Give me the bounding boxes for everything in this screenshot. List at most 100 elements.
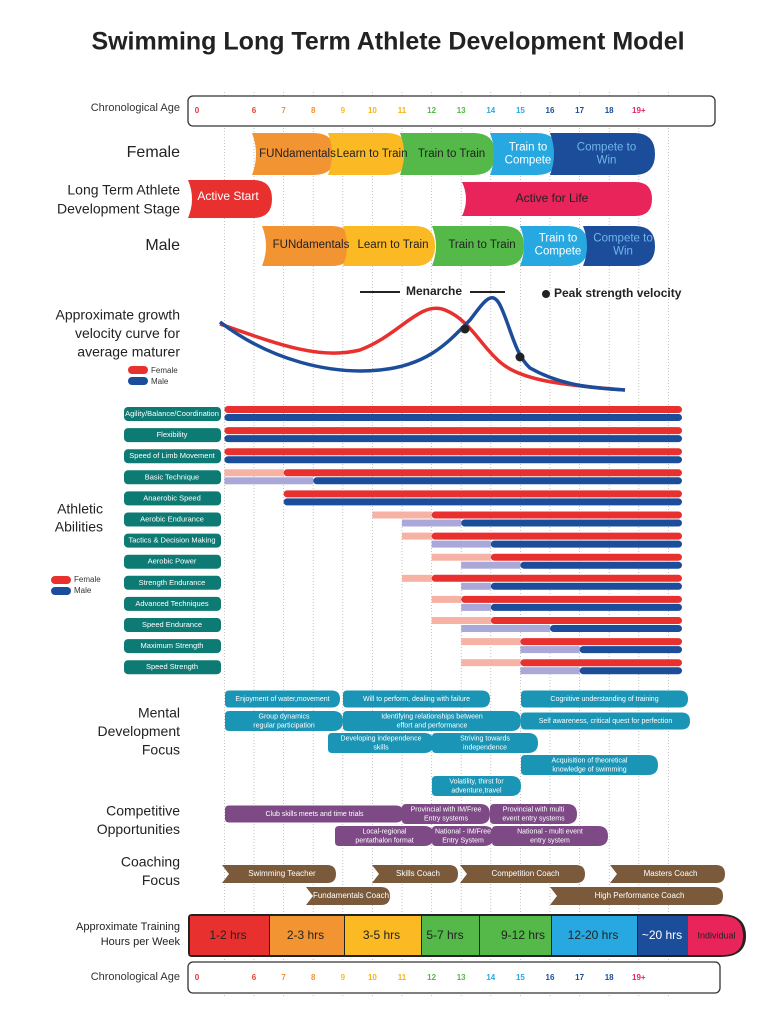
age: 11: [398, 973, 407, 982]
hours-segment: [688, 916, 743, 955]
stage-tag: [188, 180, 272, 218]
ability-name: Basic Technique: [145, 472, 199, 481]
section-label: Abilities: [55, 519, 103, 535]
age-label: Chronological Age: [91, 102, 180, 114]
age: 8: [311, 973, 316, 982]
legend-label: Female: [151, 366, 178, 375]
stage-label: Compete to: [593, 233, 652, 245]
ability-pill: [124, 470, 221, 485]
focus-label: Striving towards: [460, 735, 510, 742]
ability-name: Anaerobic Speed: [143, 493, 201, 502]
age: 14: [486, 106, 495, 115]
legend-swatch: [128, 377, 148, 385]
section-label: Competitive: [106, 803, 180, 819]
hours-label: 2-3 hrs: [287, 928, 324, 942]
ability-bar-intro: [461, 582, 491, 590]
ability-pill: [124, 512, 221, 527]
ability-pill: [124, 618, 221, 632]
ability-name: Speed Strength: [146, 662, 198, 671]
ability-name: Aerobic Endurance: [140, 514, 204, 523]
legend-label: Male: [151, 377, 169, 386]
section-label: Opportunities: [97, 821, 180, 837]
ability-pill: [124, 533, 221, 548]
ability-bar: [550, 625, 682, 632]
ability-bar-intro: [520, 646, 580, 654]
focus-pill: [335, 826, 434, 846]
age: 6: [252, 106, 257, 115]
focus-label: Club skills meets and time trials: [265, 811, 364, 818]
focus-pill: [343, 711, 521, 731]
ability-bar: [490, 617, 682, 624]
stage-label: Learn to Train: [337, 148, 408, 160]
focus-pill: [432, 826, 494, 846]
focus-label: entry system: [530, 837, 570, 844]
section-label: Focus: [142, 742, 180, 758]
ability-bar-intro: [431, 540, 491, 548]
focus-pill: [225, 805, 404, 823]
section-label: Development Stage: [57, 201, 180, 217]
focus-label: Cognitive understanding of training: [550, 696, 658, 703]
coach-tag: [550, 887, 723, 905]
age: 9: [341, 973, 346, 982]
ability-bar: [461, 595, 682, 603]
age: 11: [398, 106, 407, 115]
focus-pill: [521, 690, 688, 708]
ability-bar: [490, 582, 682, 590]
peak-dot: [515, 352, 525, 362]
hours-label: Individual: [697, 930, 735, 940]
stage-label: Compete: [535, 246, 582, 258]
section-label: Long Term Athlete: [67, 182, 180, 198]
ability-name: Tactics & Decision Making: [128, 536, 215, 545]
stage-tag: [550, 133, 655, 175]
age: 17: [575, 106, 584, 115]
ability-pill: [124, 596, 221, 611]
ability-bar: [431, 532, 682, 540]
ability-bar-intro: [461, 603, 491, 611]
focus-label: National - multi event: [517, 828, 583, 835]
age: 16: [546, 973, 555, 982]
age: 12: [427, 106, 436, 115]
focus-label: Enjoyment of water,movement: [235, 696, 329, 703]
stage-tag: [462, 182, 652, 216]
hours-label: ~20 hrs: [642, 928, 682, 942]
ability-bar: [431, 574, 682, 582]
focus-pill: [225, 690, 340, 708]
age: 10: [368, 106, 377, 115]
focus-label: Self awareness, critical quest for perfe…: [539, 718, 673, 725]
hours-label: 9-12 hrs: [501, 928, 545, 942]
focus-pill: [432, 776, 521, 796]
ability-name: Aerobic Power: [148, 557, 197, 566]
coach-tag: [372, 865, 458, 883]
ability-pill: [124, 449, 221, 464]
section-label: Coaching: [121, 854, 180, 870]
age: 10: [368, 973, 377, 982]
focus-label: pentathalon format: [355, 837, 413, 844]
coach-tag: [610, 865, 725, 883]
focus-label: adventure,travel: [451, 787, 502, 794]
ability-bar: [224, 456, 682, 464]
ability-bar: [283, 498, 682, 506]
ability-bar-intro: [402, 532, 432, 540]
stage-tag: [343, 226, 435, 266]
ability-bar-intro: [461, 659, 521, 667]
age: 14: [486, 973, 495, 982]
focus-pill: [328, 733, 434, 753]
hours-segment: [552, 916, 637, 955]
hours-segment: [422, 916, 479, 955]
male-curve: [218, 296, 626, 392]
focus-pill: [521, 755, 658, 775]
focus-label: knowledge of swimming: [552, 766, 626, 773]
age: 8: [311, 106, 316, 115]
ability-bar: [224, 435, 682, 443]
ability-pill: [124, 428, 221, 443]
focus-pill: [343, 690, 490, 708]
focus-pill: [490, 804, 577, 824]
section-label: average maturer: [77, 344, 180, 360]
ability-bar-intro: [520, 667, 580, 675]
age: 7: [281, 106, 286, 115]
focus-label: Identifying relationships between: [381, 713, 483, 720]
ability-bar-intro: [461, 625, 550, 632]
hours-label: 12-20 hrs: [568, 928, 619, 942]
peak-label: Peak strength velocity: [554, 286, 682, 300]
coach-label: Fundamentals Coach: [313, 891, 389, 900]
